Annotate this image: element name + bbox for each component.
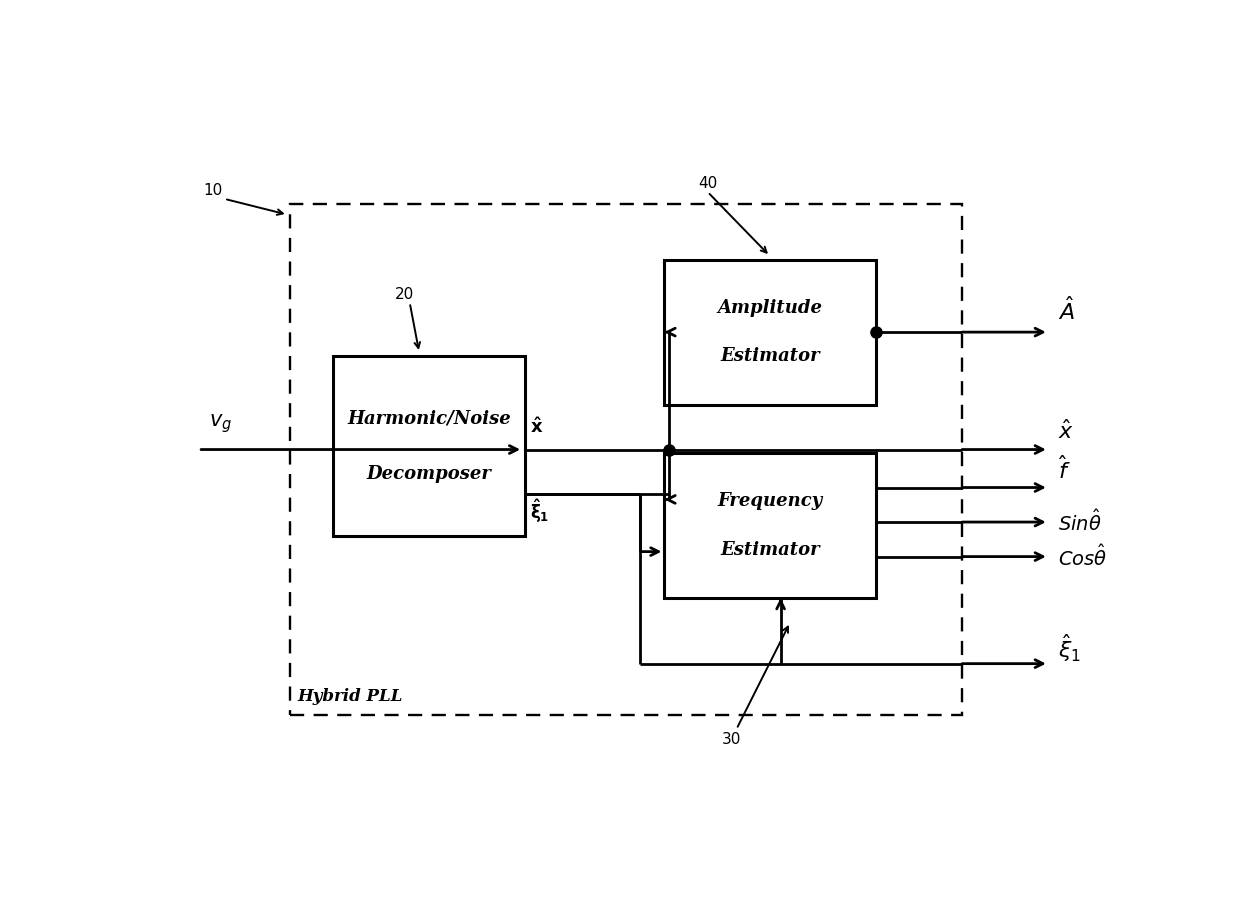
Point (866, 325, 885, 339)
Text: $\mathbf{\hat{x}}$: $\mathbf{\hat{x}}$ (529, 417, 543, 437)
Text: $\mathbf{\hat{\xi}_1}$: $\mathbf{\hat{\xi}_1}$ (529, 498, 549, 526)
Text: Estimator: Estimator (720, 541, 820, 559)
Text: 20: 20 (396, 287, 414, 301)
FancyBboxPatch shape (665, 259, 875, 405)
Text: $\hat{A}$: $\hat{A}$ (1058, 298, 1075, 326)
FancyBboxPatch shape (665, 453, 875, 598)
Text: $\hat{f}$: $\hat{f}$ (1058, 457, 1071, 484)
Text: Frequency: Frequency (718, 492, 822, 510)
Text: $v_g$: $v_g$ (208, 413, 232, 435)
Text: $\hat{\xi}_1$: $\hat{\xi}_1$ (1058, 632, 1081, 665)
FancyBboxPatch shape (332, 356, 525, 536)
Text: 10: 10 (203, 183, 222, 198)
Text: $Sin\hat{\theta}$: $Sin\hat{\theta}$ (1058, 509, 1102, 535)
Text: Harmonic/Noise: Harmonic/Noise (347, 409, 511, 428)
Text: Decomposer: Decomposer (367, 465, 491, 483)
Text: Hybrid PLL: Hybrid PLL (298, 688, 403, 705)
Point (660, 442, 680, 457)
Text: Amplitude: Amplitude (718, 299, 822, 317)
Text: $Cos\hat{\theta}$: $Cos\hat{\theta}$ (1058, 544, 1107, 570)
Text: 40: 40 (698, 176, 717, 191)
FancyBboxPatch shape (290, 205, 962, 716)
Text: Estimator: Estimator (720, 347, 820, 365)
Text: $\hat{x}$: $\hat{x}$ (1058, 421, 1074, 444)
Text: 30: 30 (722, 732, 742, 747)
